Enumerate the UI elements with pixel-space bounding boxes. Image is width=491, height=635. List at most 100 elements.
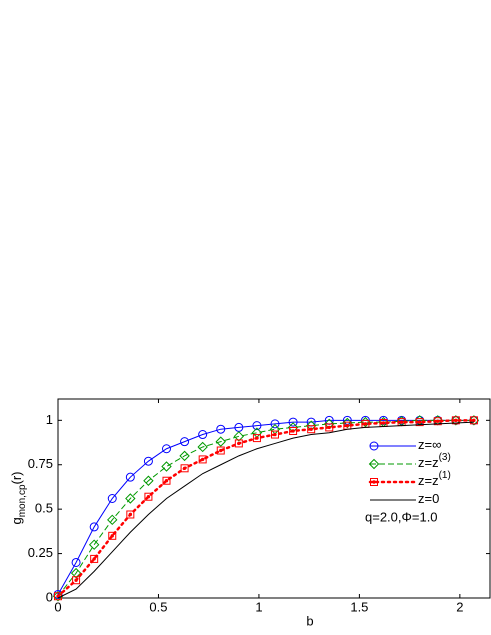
marker xyxy=(415,418,424,427)
marker xyxy=(125,493,136,504)
marker xyxy=(162,444,172,454)
annotation: q=2.0,Φ=1.0 xyxy=(365,509,438,524)
marker xyxy=(107,514,118,526)
y-tick-label: 1 xyxy=(46,412,53,427)
marker-box xyxy=(180,464,189,473)
marker-dot xyxy=(219,448,223,453)
marker-dot xyxy=(56,594,60,598)
y-tick-label: 0.75 xyxy=(28,456,53,471)
marker xyxy=(216,446,225,455)
legend-superscript: (1) xyxy=(439,470,451,481)
marker-box xyxy=(252,434,261,443)
marker-dot xyxy=(237,441,241,446)
marker-dot xyxy=(309,427,313,431)
marker xyxy=(125,472,135,482)
legend-label: z=z(1) xyxy=(418,470,451,489)
marker xyxy=(126,510,135,519)
marker-box xyxy=(72,576,81,585)
marker-box xyxy=(451,416,460,425)
marker xyxy=(289,426,298,435)
marker-dot xyxy=(417,420,422,424)
legend-label: z=∞ xyxy=(418,437,441,452)
marker xyxy=(197,441,208,453)
marker-dot xyxy=(164,479,169,483)
marker-dot xyxy=(472,418,476,423)
marker-box xyxy=(234,439,243,448)
marker-box xyxy=(433,417,442,426)
marker xyxy=(271,430,280,439)
x-tick-label: 2 xyxy=(456,599,463,614)
marker-box xyxy=(370,478,378,486)
legend-name: z=z xyxy=(418,473,439,488)
y-label-suffix: (r) xyxy=(9,471,24,484)
legend-superscript: (3) xyxy=(439,452,451,463)
marker-box xyxy=(126,510,135,519)
marker-dot xyxy=(345,423,350,428)
marker-dot xyxy=(74,578,78,582)
x-tick-label: 0.5 xyxy=(149,599,167,614)
marker xyxy=(234,439,243,448)
marker-dot xyxy=(92,557,96,561)
marker-dot xyxy=(273,432,277,437)
marker xyxy=(179,450,190,462)
marker-box xyxy=(162,476,171,485)
marker xyxy=(180,437,190,447)
marker-dot xyxy=(200,457,205,462)
marker xyxy=(307,425,316,434)
legend-name: z=0 xyxy=(418,491,439,506)
marker xyxy=(90,554,99,563)
legend-label: z=z(3) xyxy=(418,452,451,471)
marker xyxy=(144,492,153,501)
marker xyxy=(252,434,261,443)
marker-dot xyxy=(436,419,440,423)
x-tick-label: 0 xyxy=(54,599,61,614)
y-label-main: g xyxy=(9,517,24,524)
marker-box xyxy=(271,430,280,439)
marker xyxy=(88,539,100,550)
marker xyxy=(89,522,99,532)
series-line xyxy=(57,421,474,599)
y-label-sub: mon,cp xyxy=(17,484,28,517)
marker xyxy=(270,419,280,429)
marker xyxy=(342,417,353,429)
y-tick-label: 0.25 xyxy=(28,545,53,560)
marker-box xyxy=(415,418,424,427)
marker xyxy=(288,417,298,427)
marker-dot xyxy=(363,422,368,426)
marker xyxy=(161,461,172,472)
x-tick-label: 1 xyxy=(255,599,262,614)
marker xyxy=(107,494,117,503)
marker xyxy=(469,416,478,425)
marker-box xyxy=(325,423,334,432)
marker-dot xyxy=(182,466,187,470)
x-tick-label: 1.5 xyxy=(350,599,368,614)
marker-dot xyxy=(327,425,331,430)
marker xyxy=(368,458,380,470)
marker-box xyxy=(216,446,225,455)
marker xyxy=(233,431,245,442)
marker xyxy=(72,576,81,585)
marker xyxy=(162,476,171,485)
marker xyxy=(198,430,208,440)
marker-dot xyxy=(146,495,151,499)
marker-box xyxy=(469,416,478,425)
marker xyxy=(451,416,460,425)
y-tick-label: 0.5 xyxy=(35,501,53,516)
series-line xyxy=(57,419,474,597)
legend-label: z=0 xyxy=(418,491,439,506)
y-axis-label: gmon,cp(r) xyxy=(9,471,27,524)
marker xyxy=(215,436,226,447)
marker xyxy=(70,567,82,579)
marker xyxy=(433,417,442,426)
marker-dot xyxy=(381,421,386,425)
marker xyxy=(252,421,262,431)
marker xyxy=(216,424,226,434)
marker xyxy=(198,455,207,464)
marker xyxy=(369,441,379,451)
series-line xyxy=(56,419,476,598)
plot-frame xyxy=(57,398,491,599)
marker xyxy=(108,531,117,540)
legend-name: z=z xyxy=(418,455,439,470)
marker-dot xyxy=(372,480,376,484)
marker-dot xyxy=(128,512,133,517)
